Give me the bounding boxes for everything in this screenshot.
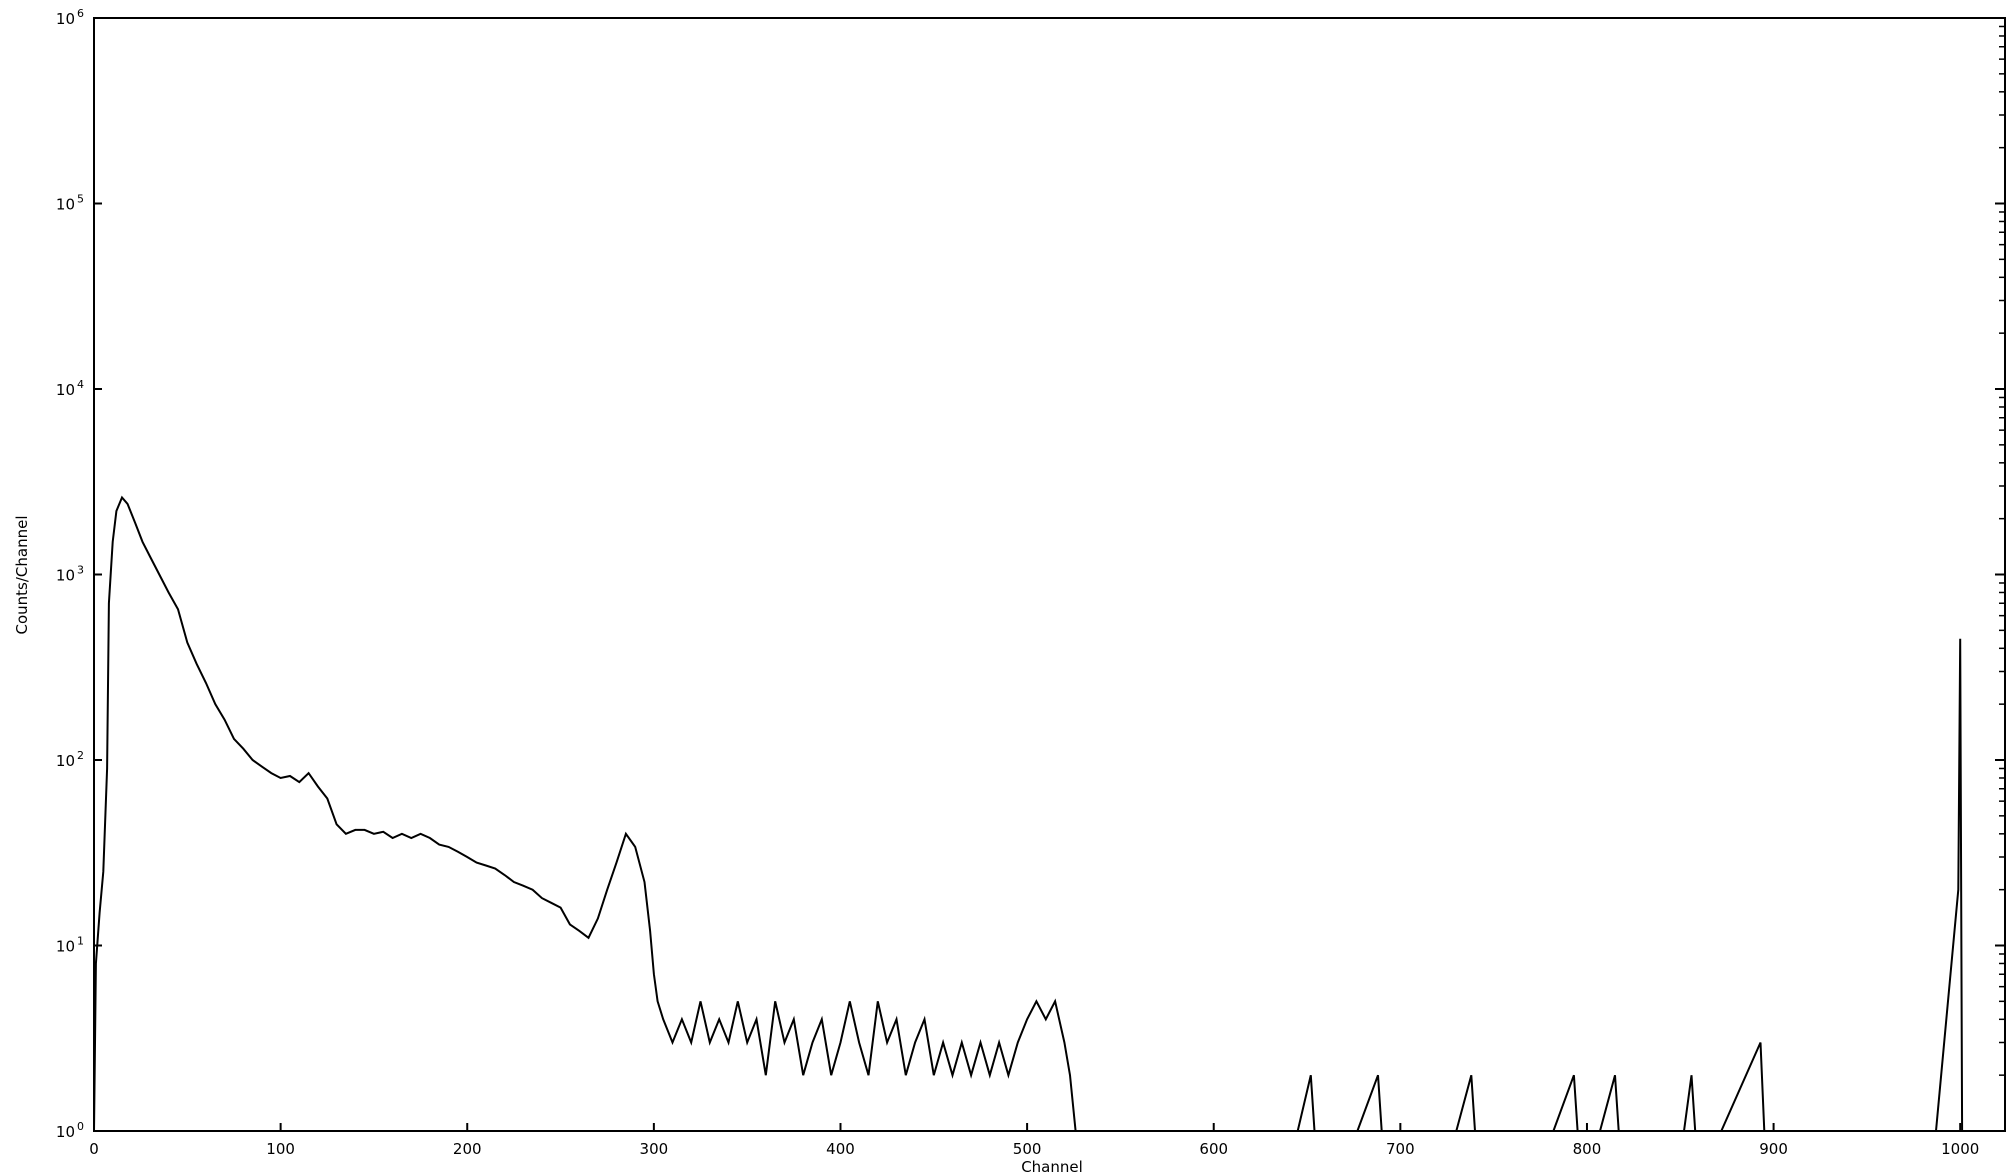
- y-axis-title: Counts/Channel: [13, 516, 31, 635]
- y-tick-label: 10 0: [56, 1120, 84, 1141]
- x-tick-label: 700: [1386, 1140, 1415, 1158]
- y-tick-label: 10 5: [56, 193, 84, 214]
- counts-series-line: [93, 495, 2005, 1132]
- y-tick-exponent: 3: [77, 564, 84, 577]
- x-tick-label: 400: [826, 1140, 855, 1158]
- y-tick-base: 10: [56, 567, 75, 585]
- x-tick-label: 300: [640, 1140, 669, 1158]
- x-tick-label: 0: [89, 1140, 99, 1158]
- y-tick-label: 10 3: [56, 564, 84, 585]
- y-tick-exponent: 1: [77, 935, 84, 948]
- x-axis: 0 100 200 300 400 500 600 700 800 900 1000: [89, 1123, 1979, 1158]
- x-tick-label: 200: [453, 1140, 482, 1158]
- y-tick-exponent: 4: [77, 378, 84, 391]
- y-tick-label: 10 1: [56, 935, 84, 956]
- plot-frame: [93, 17, 2006, 1132]
- x-tick-label: 100: [266, 1140, 295, 1158]
- x-tick-label: 1000: [1941, 1140, 1979, 1158]
- y-tick-label: 10 4: [56, 378, 84, 399]
- x-tick-label: 600: [1199, 1140, 1228, 1158]
- y-tick-base: 10: [56, 196, 75, 214]
- x-tick-label: 800: [1573, 1140, 1602, 1158]
- y-tick-base: 10: [56, 752, 75, 770]
- right-minor-ticks: [1995, 25, 2005, 1132]
- y-tick-base: 10: [56, 1123, 75, 1141]
- y-tick-exponent: 2: [77, 749, 84, 762]
- x-tick-label: 900: [1759, 1140, 1788, 1158]
- y-tick-base: 10: [56, 381, 75, 399]
- y-tick-label: 10 2: [56, 749, 84, 770]
- y-tick-exponent: 5: [77, 193, 84, 206]
- x-axis-title: Channel: [1021, 1158, 1083, 1176]
- y-tick-base: 10: [56, 10, 75, 28]
- y-tick-exponent: 0: [77, 1120, 84, 1133]
- y-tick-label: 10 6: [56, 7, 84, 28]
- x-tick-label: 500: [1013, 1140, 1042, 1158]
- y-tick-base: 10: [56, 938, 75, 956]
- y-tick-exponent: 6: [77, 7, 84, 20]
